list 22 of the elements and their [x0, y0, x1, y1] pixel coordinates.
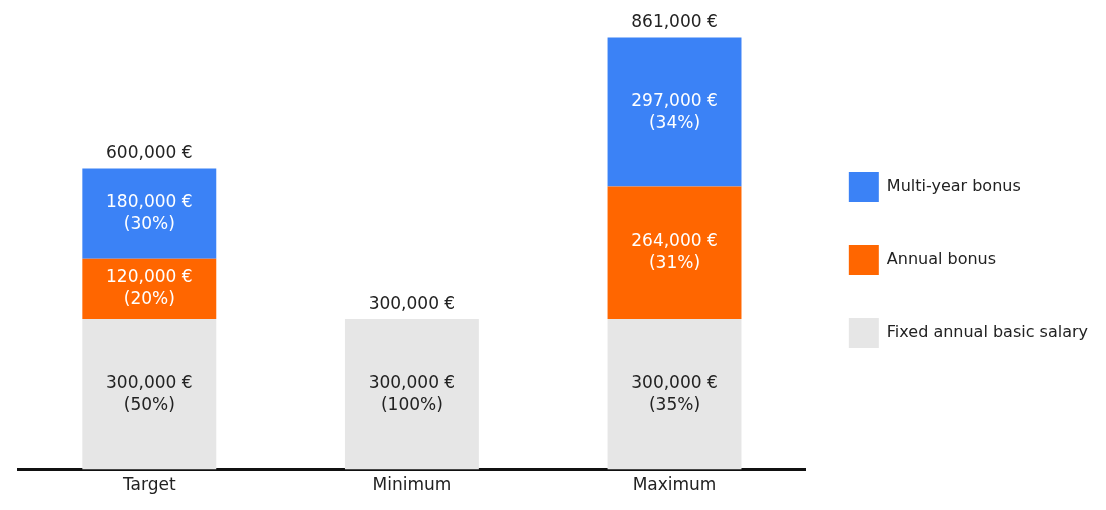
bar — [344, 319, 479, 470]
data-label: 297,000 € (34%) — [631, 89, 718, 132]
data-label: 300,000 € (35%) — [631, 371, 718, 414]
legend-label: Multi-year bonus — [886, 176, 1021, 196]
x-tick-label: Target — [122, 474, 176, 495]
legend-label: Fixed annual basic salary — [886, 322, 1088, 342]
data-label: 180,000 € (30%) — [106, 191, 193, 234]
legend-label: Annual bonus — [886, 249, 997, 269]
bar — [607, 37, 742, 187]
bar — [607, 186, 742, 320]
total-label: 861,000 € — [631, 11, 718, 32]
bar — [82, 168, 217, 259]
data-label: 300,000 € (50%) — [106, 371, 193, 414]
bar — [82, 319, 217, 470]
data-label: 300,000 € (100%) — [368, 371, 456, 414]
x-tick-label: Maximum — [632, 474, 717, 495]
total-label: 600,000 € — [106, 142, 193, 163]
data-label: 120,000 € (20%) — [106, 266, 193, 309]
total-label: 300,000 € — [368, 292, 456, 313]
data-label: 264,000 € (31%) — [631, 230, 718, 273]
x-tick-label: Minimum — [372, 474, 452, 495]
bar — [607, 319, 742, 470]
